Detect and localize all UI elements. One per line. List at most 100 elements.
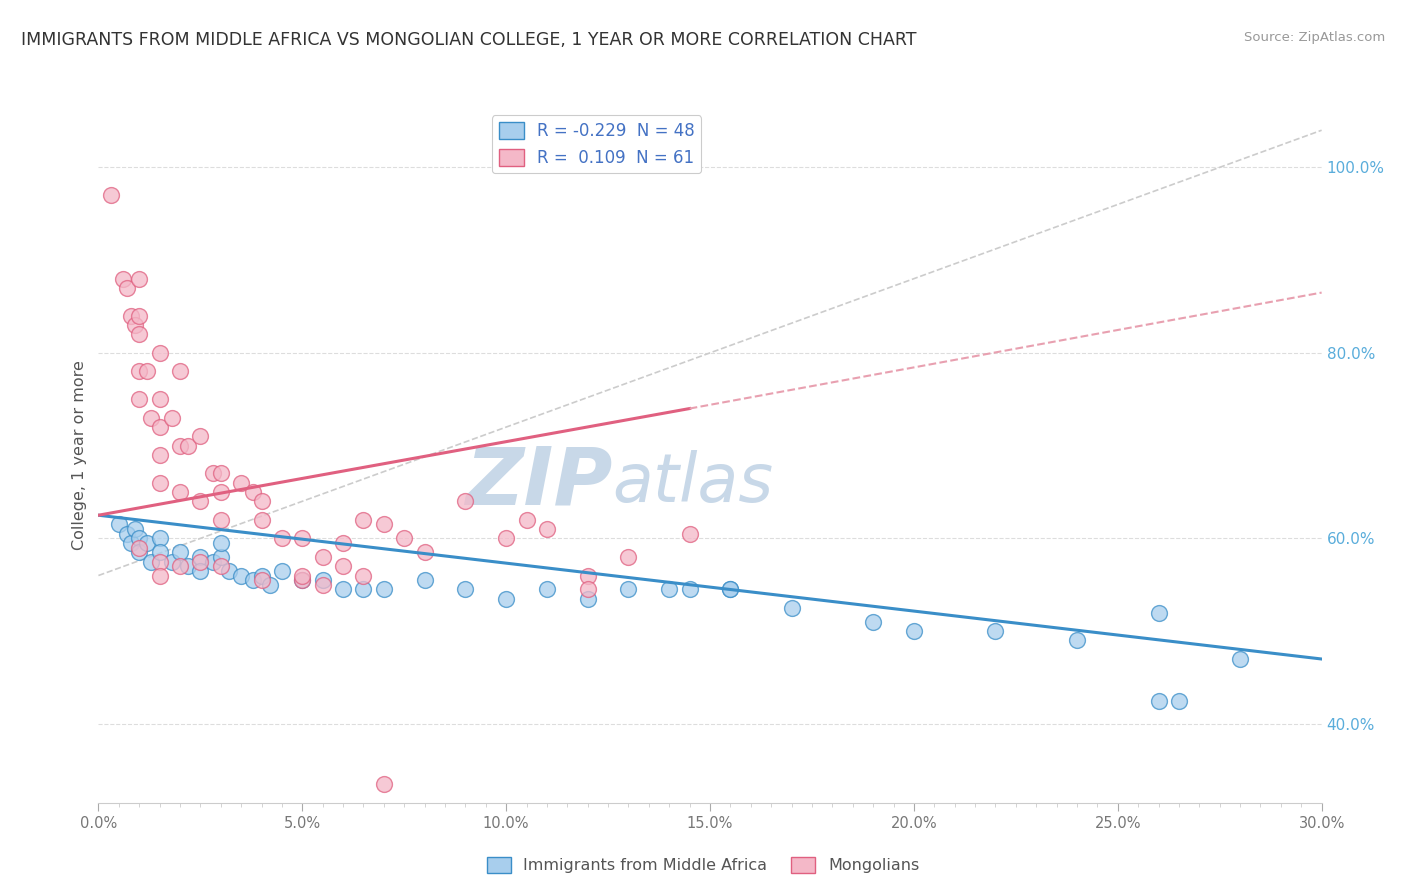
Point (169, 364, 191, 378)
Point (149, 532, 172, 546)
Point (413, 573, 436, 587)
Point (149, 475, 172, 490)
Text: atlas: atlas (612, 450, 773, 516)
Point (984, 624, 1007, 639)
Point (201, 467, 224, 481)
Point (128, 364, 150, 378)
Point (270, 564, 294, 578)
Point (188, 549, 212, 564)
Point (128, 309, 150, 323)
Point (679, 582, 702, 597)
Point (373, 582, 395, 597)
Point (516, 513, 538, 527)
Legend: Immigrants from Middle Africa, Mongolians: Immigrants from Middle Africa, Mongolian… (481, 850, 925, 880)
Point (209, 536, 232, 550)
Point (128, 327, 150, 342)
Point (352, 568, 374, 582)
Point (270, 532, 294, 546)
Point (373, 777, 395, 791)
Point (862, 615, 884, 629)
Point (1066, 633, 1088, 648)
Point (149, 568, 172, 582)
Point (149, 420, 172, 434)
Point (128, 271, 150, 285)
Point (209, 559, 232, 574)
Point (250, 494, 273, 508)
Point (903, 624, 925, 639)
Point (332, 536, 354, 550)
Point (177, 559, 200, 574)
Point (100, 188, 122, 202)
Point (291, 573, 314, 587)
Point (141, 555, 163, 569)
Point (149, 448, 172, 462)
Point (188, 555, 212, 569)
Point (576, 582, 599, 597)
Point (312, 573, 335, 587)
Point (128, 392, 150, 407)
Point (1167, 694, 1189, 708)
Point (352, 582, 374, 597)
Point (250, 513, 273, 527)
Point (124, 318, 146, 332)
Text: ZIP: ZIP (465, 443, 612, 522)
Point (177, 439, 200, 453)
Point (495, 532, 517, 546)
Point (617, 582, 640, 597)
Point (250, 568, 273, 582)
Point (495, 591, 517, 606)
Point (188, 564, 212, 578)
Point (1147, 694, 1170, 708)
Point (128, 532, 150, 546)
Point (242, 573, 264, 587)
Point (128, 541, 150, 555)
Point (136, 364, 159, 378)
Point (188, 429, 212, 443)
Point (120, 536, 142, 550)
Point (149, 346, 172, 360)
Point (231, 568, 253, 582)
Point (454, 494, 477, 508)
Point (111, 271, 134, 285)
Point (291, 573, 314, 587)
Point (169, 485, 191, 500)
Point (392, 532, 416, 546)
Point (169, 545, 191, 559)
Point (209, 549, 232, 564)
Point (720, 582, 742, 597)
Point (1147, 606, 1170, 620)
Point (291, 568, 314, 582)
Point (720, 582, 742, 597)
Point (536, 522, 558, 536)
Point (218, 564, 240, 578)
Point (115, 526, 138, 541)
Point (188, 494, 212, 508)
Point (149, 555, 172, 569)
Point (128, 545, 150, 559)
Point (141, 410, 163, 425)
Point (209, 485, 232, 500)
Point (679, 526, 702, 541)
Point (576, 568, 599, 582)
Y-axis label: College, 1 year or more: College, 1 year or more (72, 360, 87, 549)
Point (780, 601, 803, 615)
Point (160, 410, 183, 425)
Point (617, 549, 640, 564)
Point (312, 578, 335, 592)
Text: IMMIGRANTS FROM MIDDLE AFRICA VS MONGOLIAN COLLEGE, 1 YEAR OR MORE CORRELATION C: IMMIGRANTS FROM MIDDLE AFRICA VS MONGOLI… (21, 31, 917, 49)
Point (454, 582, 477, 597)
Point (352, 513, 374, 527)
Point (536, 582, 558, 597)
Point (332, 582, 354, 597)
Point (658, 582, 681, 597)
Point (149, 545, 172, 559)
Point (209, 467, 232, 481)
Point (231, 475, 253, 490)
Point (413, 545, 436, 559)
Point (160, 555, 183, 569)
Point (201, 555, 224, 569)
Point (149, 392, 172, 407)
Point (209, 513, 232, 527)
Point (250, 573, 273, 587)
Point (169, 559, 191, 574)
